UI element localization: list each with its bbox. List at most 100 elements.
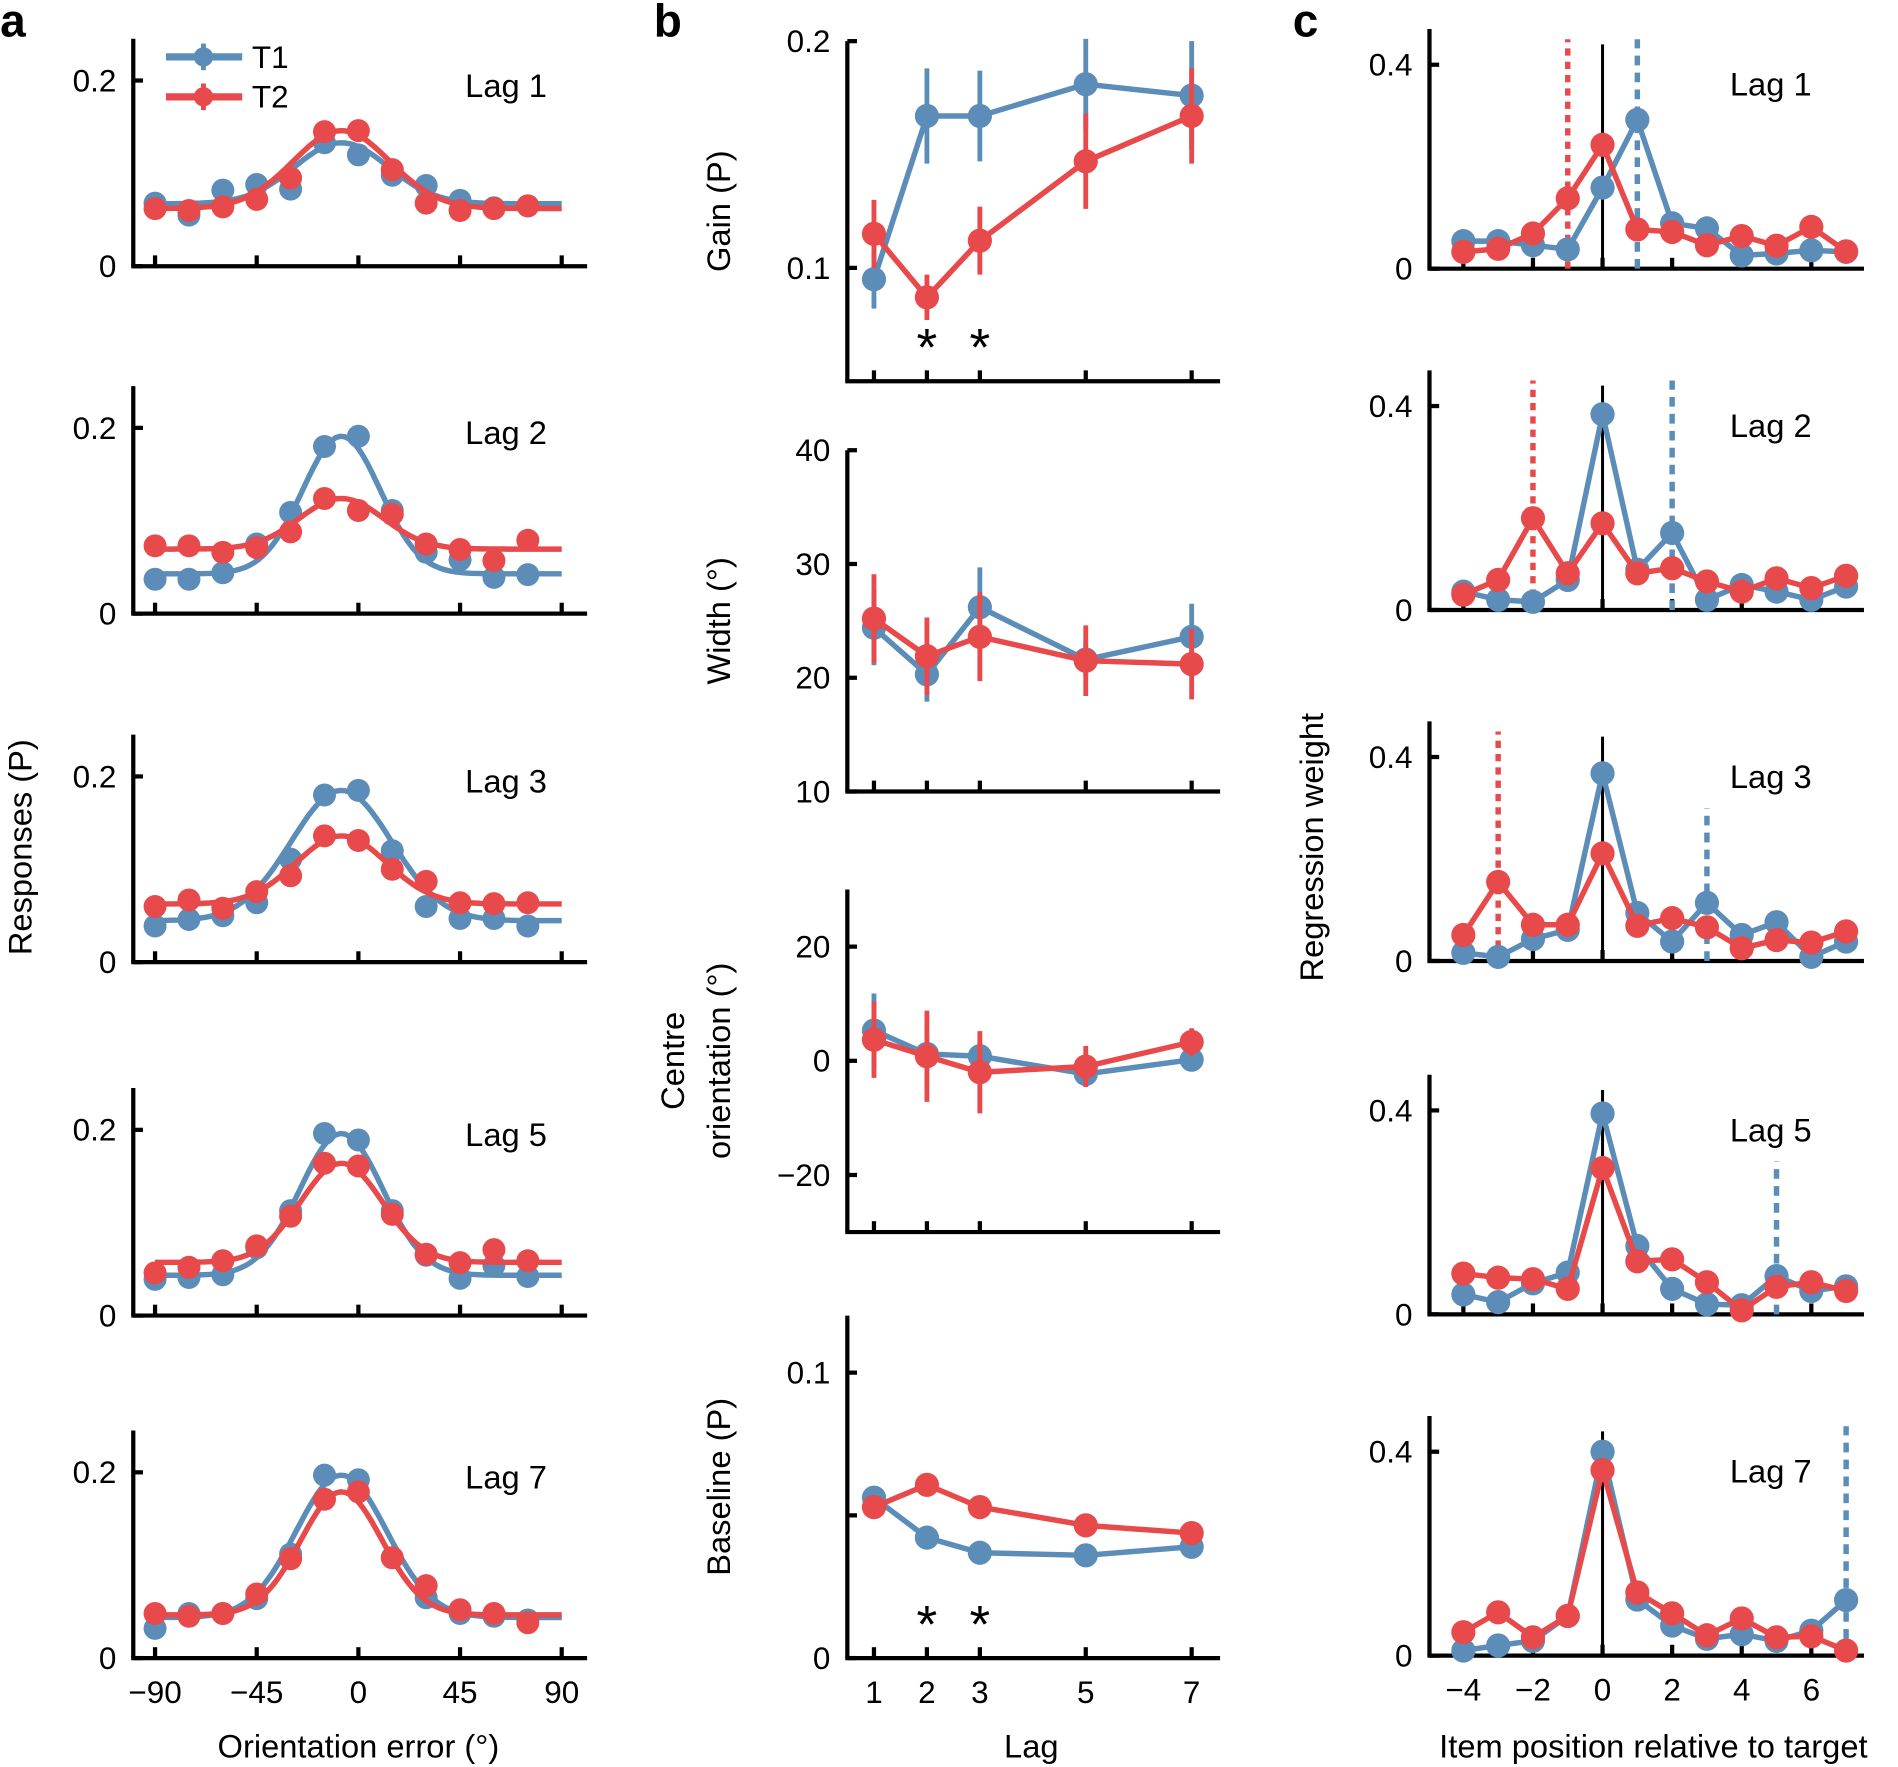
data-point xyxy=(482,197,506,221)
legend-t1-label: T1 xyxy=(252,40,289,75)
data-point xyxy=(1834,1638,1859,1663)
panel-b-subplot: −20 0 20 Centre orientation (°) xyxy=(654,889,1221,1235)
data-point xyxy=(1834,563,1859,588)
data-point xyxy=(914,1044,940,1069)
subplot-title: Lag 7 xyxy=(465,1459,547,1496)
data-point xyxy=(1625,913,1650,938)
data-point xyxy=(1694,216,1720,241)
data-point xyxy=(516,563,540,587)
data-point xyxy=(1625,217,1650,242)
data-point xyxy=(313,1487,336,1511)
panel-c-subplot-lag: 0 0.4 −4 −2 0 2 4 6 Lag 7 xyxy=(1369,1416,1864,1707)
data-point xyxy=(1590,1457,1615,1483)
series-line-T2 xyxy=(871,113,1193,301)
data-point xyxy=(211,178,235,202)
data-point xyxy=(1073,1513,1098,1538)
data-point xyxy=(1179,651,1204,677)
panel-c-subplot-lag: 0 0.4 Lag 3 xyxy=(1369,721,1864,979)
data-point xyxy=(1520,1625,1546,1650)
data-point xyxy=(1073,1054,1098,1079)
series-line-T2 xyxy=(1462,515,1848,598)
y-tick-label: 0.2 xyxy=(73,759,117,794)
data-point xyxy=(1729,223,1754,249)
data-point xyxy=(448,1251,472,1275)
data-point xyxy=(861,221,887,246)
data-point xyxy=(914,1472,940,1497)
data-point xyxy=(245,536,269,560)
series-T1 xyxy=(861,1485,1204,1568)
y-tick-label: 0.4 xyxy=(1369,740,1413,775)
series-T1 xyxy=(861,567,1204,702)
x-tick-label: 2 xyxy=(918,1675,936,1710)
series-T2 xyxy=(1451,1457,1859,1663)
data-point xyxy=(914,285,940,310)
data-point xyxy=(279,520,303,544)
data-point xyxy=(1486,236,1511,261)
data-point xyxy=(516,891,540,915)
data-point xyxy=(313,120,336,144)
data-point xyxy=(346,499,370,523)
data-point xyxy=(1625,1249,1650,1274)
data-point xyxy=(1590,511,1615,536)
y-tick-label: 0.2 xyxy=(73,63,117,98)
data-point xyxy=(1799,214,1824,239)
data-point xyxy=(1486,1633,1511,1658)
data-point xyxy=(346,1480,370,1504)
y-tick-label: 0 xyxy=(1395,1297,1413,1332)
series-T2 xyxy=(143,1151,540,1285)
data-point xyxy=(967,1540,992,1565)
series-T1 xyxy=(861,993,1204,1087)
data-point xyxy=(313,1122,336,1146)
x-tick-label: −90 xyxy=(128,1675,181,1710)
subplot-title: Lag 2 xyxy=(1730,407,1812,444)
x-tick-label: 45 xyxy=(443,1675,478,1710)
data-point xyxy=(211,896,235,920)
data-point xyxy=(516,1611,540,1635)
panel-a-subplot-lag: 0 0.2 Lag 5 xyxy=(73,1088,588,1333)
y-tick-label: 0.2 xyxy=(73,411,117,446)
fit-curve-T2 xyxy=(155,1489,562,1618)
data-point xyxy=(516,528,540,552)
x-tick-label: 3 xyxy=(971,1675,989,1710)
panel-a-subplot-lag: 0 0.2 Lag 3 xyxy=(73,734,588,980)
data-point xyxy=(1729,243,1754,268)
x-tick-label: 1 xyxy=(865,1675,883,1710)
y-tick-label: 40 xyxy=(795,433,830,468)
series-T2 xyxy=(861,1001,1204,1114)
subplot-title: Lag 1 xyxy=(465,67,547,104)
data-point xyxy=(313,783,336,807)
x-tick-label: −45 xyxy=(230,1675,283,1710)
data-point xyxy=(1451,582,1476,607)
data-point xyxy=(1486,869,1511,895)
data-point xyxy=(279,166,303,190)
panel-c-subplot-lag: 0 0.4 Lag 5 xyxy=(1369,1074,1864,1332)
data-point xyxy=(1073,149,1098,174)
y-tick-label: 0 xyxy=(99,249,117,284)
data-point xyxy=(861,1494,887,1520)
data-point xyxy=(177,534,201,558)
data-point xyxy=(1590,132,1615,157)
series-T2 xyxy=(1451,506,1859,607)
legend-t2-marker xyxy=(193,87,214,107)
series-T2 xyxy=(143,824,540,920)
panel-letter-a: a xyxy=(0,0,26,46)
x-tick-label: 6 xyxy=(1803,1672,1821,1707)
data-point xyxy=(1799,238,1824,263)
data-point xyxy=(1834,1587,1859,1613)
data-point xyxy=(1451,1620,1476,1645)
y-tick-label: 0.4 xyxy=(1369,48,1413,83)
data-point xyxy=(967,624,992,649)
data-point xyxy=(967,103,992,129)
data-point xyxy=(1590,402,1615,427)
series-T2 xyxy=(861,68,1204,321)
x-tick-label: −4 xyxy=(1445,1672,1481,1707)
data-point xyxy=(1729,1606,1754,1631)
data-point xyxy=(448,199,472,223)
data-point xyxy=(1764,910,1789,935)
data-point xyxy=(1764,1625,1789,1650)
data-point xyxy=(279,864,303,888)
data-point xyxy=(1073,1543,1098,1568)
y-tick-label: 30 xyxy=(795,547,830,582)
series-T2 xyxy=(861,574,1204,700)
data-point xyxy=(245,880,269,904)
